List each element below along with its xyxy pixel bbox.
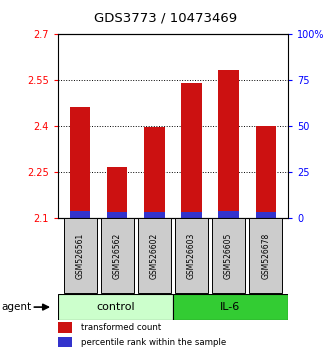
Text: GSM526678: GSM526678 — [261, 233, 270, 279]
FancyBboxPatch shape — [249, 218, 282, 293]
Bar — [58, 337, 72, 348]
Text: percentile rank within the sample: percentile rank within the sample — [81, 338, 226, 347]
Bar — [107, 212, 127, 218]
Bar — [144, 212, 165, 218]
Text: GSM526602: GSM526602 — [150, 233, 159, 279]
Bar — [70, 211, 90, 218]
Text: GDS3773 / 10473469: GDS3773 / 10473469 — [94, 12, 237, 25]
Bar — [70, 107, 90, 218]
Bar — [58, 322, 72, 333]
FancyBboxPatch shape — [138, 218, 171, 293]
Bar — [144, 127, 165, 218]
Bar — [107, 167, 127, 218]
FancyBboxPatch shape — [101, 218, 134, 293]
Text: GSM526605: GSM526605 — [224, 233, 233, 279]
Bar — [218, 211, 239, 218]
Text: IL-6: IL-6 — [220, 302, 241, 312]
Text: GSM526561: GSM526561 — [76, 233, 85, 279]
Text: control: control — [96, 302, 135, 312]
Text: GSM526562: GSM526562 — [113, 233, 122, 279]
FancyBboxPatch shape — [212, 218, 245, 293]
Text: GSM526603: GSM526603 — [187, 233, 196, 279]
Bar — [256, 212, 276, 218]
Bar — [218, 70, 239, 218]
Text: agent: agent — [2, 302, 32, 312]
FancyBboxPatch shape — [175, 218, 208, 293]
FancyBboxPatch shape — [58, 295, 173, 320]
Bar — [181, 212, 202, 218]
Text: transformed count: transformed count — [81, 324, 161, 332]
Bar — [181, 83, 202, 218]
Bar — [256, 126, 276, 218]
FancyBboxPatch shape — [64, 218, 97, 293]
FancyBboxPatch shape — [173, 295, 288, 320]
